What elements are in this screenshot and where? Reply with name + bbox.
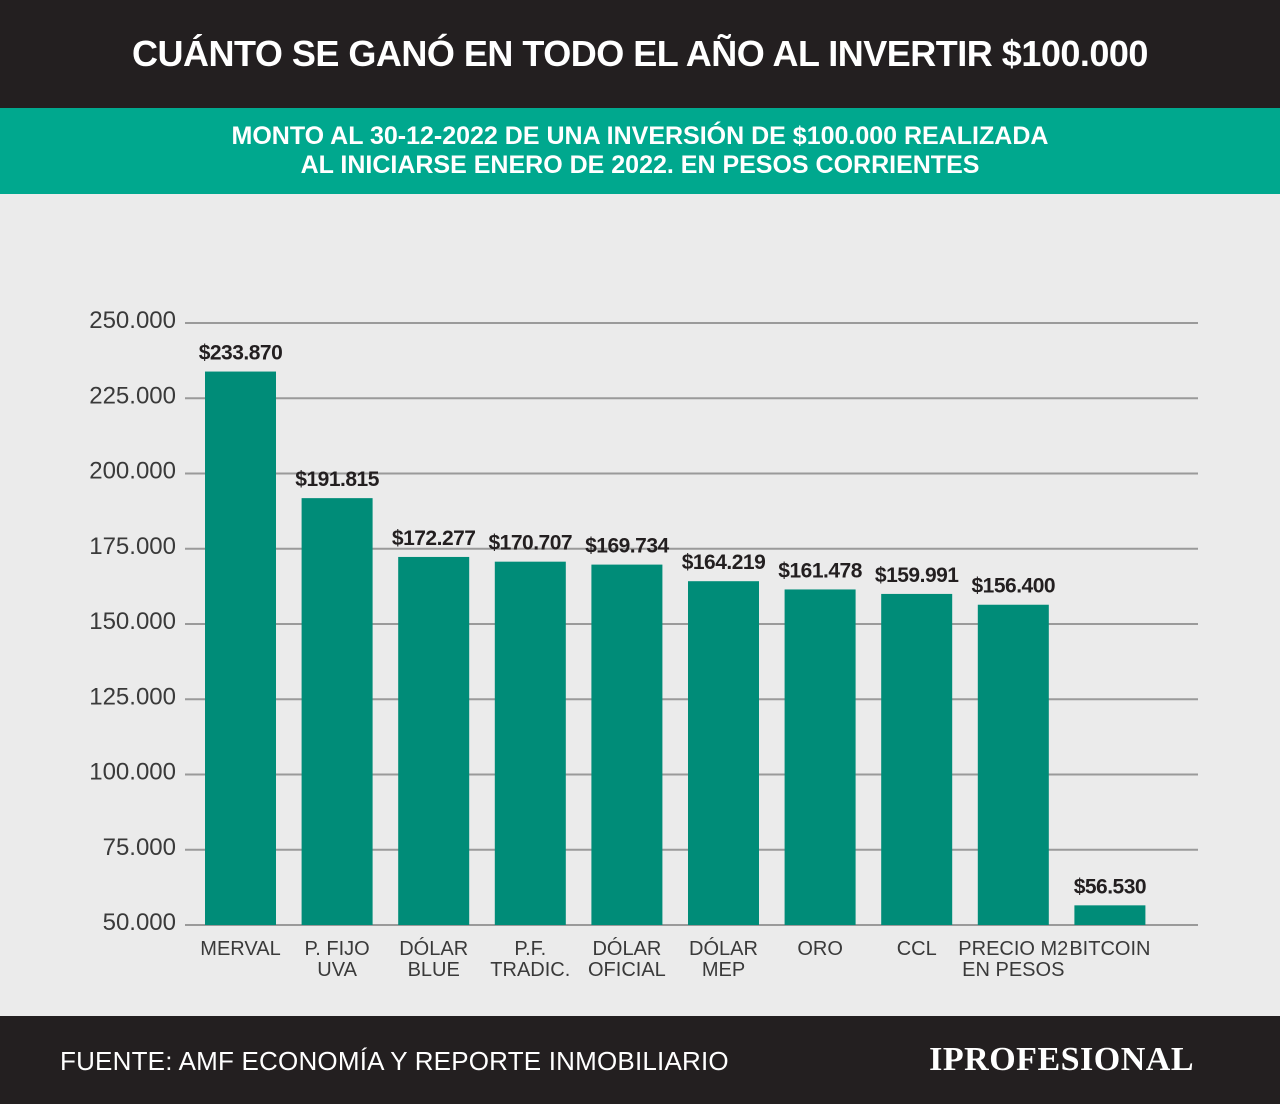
footer-band: FUENTE: AMF ECONOMÍA Y REPORTE INMOBILIA… (0, 1016, 1280, 1104)
data-label: $156.400 (972, 575, 1056, 598)
x-tick-label: P. FIJO (304, 938, 369, 960)
bar-chart-svg: 50.000 75.000 100.000 125.000 150.000 175.000… (89, 307, 1198, 981)
data-label: $169.734 (585, 535, 669, 558)
x-tick-label: UVA (317, 959, 357, 981)
data-label: $191.815 (295, 468, 379, 491)
y-tick-label: 125.000 (89, 683, 176, 710)
chart-subtitle-line-1: MONTO AL 30-12-2022 DE UNA INVERSIÓN DE … (231, 122, 1049, 150)
bar (977, 604, 1049, 925)
x-tick-label: ORO (797, 938, 843, 960)
data-label: $170.707 (489, 532, 573, 555)
x-tick-label: EN PESOS (962, 959, 1064, 981)
y-tick-label: 150.000 (89, 608, 176, 635)
y-tick-label: 200.000 (89, 458, 176, 485)
bar (205, 371, 276, 926)
y-tick-label: 175.000 (89, 533, 176, 560)
x-tick-label: OFICIAL (588, 959, 666, 981)
bar (398, 556, 470, 925)
data-label: $233.870 (199, 342, 283, 365)
x-tick-label: CCL (897, 938, 937, 960)
chart-subtitle-band: MONTO AL 30-12-2022 DE UNA INVERSIÓN DE … (0, 108, 1280, 194)
x-tick-label: DÓLAR (592, 937, 661, 960)
data-label: $164.219 (682, 551, 766, 574)
x-tick-label: DÓLAR (689, 937, 758, 960)
data-label: $159.991 (875, 564, 959, 587)
y-tick-label: 100.000 (89, 759, 176, 786)
bar (494, 561, 566, 925)
bar (688, 581, 759, 925)
source-note: FUENTE: AMF ECONOMÍA Y REPORTE INMOBILIA… (60, 1046, 729, 1076)
x-tick-label: P.F. (514, 938, 546, 960)
x-tick-label: PRECIO M2 (958, 938, 1068, 960)
y-tick-label: 225.000 (89, 382, 176, 409)
bar (1074, 905, 1146, 925)
data-label: $56.530 (1074, 875, 1146, 898)
bar (591, 564, 663, 925)
iprofesional-logo: IPROFESIONAL (929, 1041, 1194, 1078)
bar (784, 589, 856, 925)
data-label: $172.277 (392, 527, 476, 550)
bar-chart: 50.000 75.000 100.000 125.000 150.000 175.000… (0, 194, 1280, 1016)
y-tick-label: 250.000 (89, 307, 176, 334)
x-tick-label: BLUE (408, 959, 460, 981)
chart-title: CUÁNTO SE GANÓ EN TODO EL AÑO AL INVERTI… (132, 33, 1148, 74)
x-tick-label: TRADIC. (490, 959, 570, 981)
chart-subtitle-line-2: AL INICIARSE ENERO DE 2022. EN PESOS COR… (300, 151, 980, 179)
y-tick-label: 50.000 (103, 909, 176, 936)
data-label: $161.478 (778, 559, 862, 582)
x-tick-label: MERVAL (200, 938, 280, 960)
bar (301, 498, 373, 925)
y-tick-label: 75.000 (103, 834, 176, 861)
chart-title-band: CUÁNTO SE GANÓ EN TODO EL AÑO AL INVERTI… (0, 0, 1280, 108)
bar (881, 593, 953, 925)
x-tick-label: MEP (702, 959, 745, 981)
x-tick-label: BITCOIN (1069, 938, 1150, 960)
x-tick-label: DÓLAR (399, 937, 468, 960)
